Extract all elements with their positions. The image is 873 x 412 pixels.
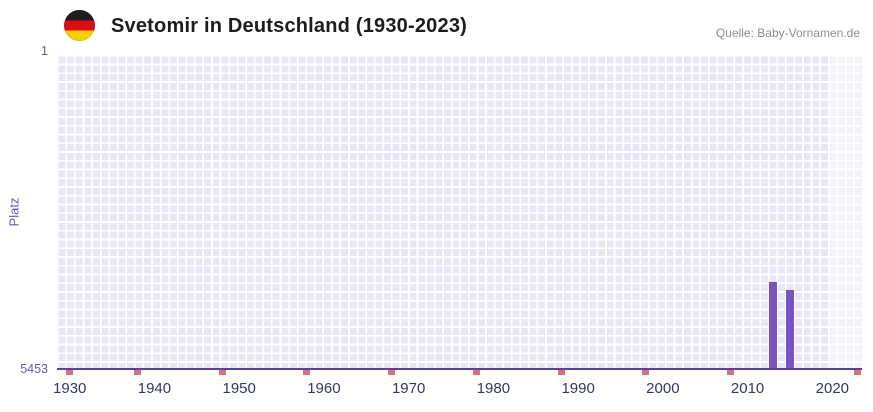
x-tick-label: 1940	[137, 380, 172, 397]
no-rank-marker	[66, 369, 74, 375]
highlight-band	[828, 55, 862, 370]
x-axis-ticks: 1930 1940 1950 1960 1970 1980 1990 2000 2010 2020	[53, 380, 862, 402]
no-rank-marker	[134, 369, 141, 375]
no-rank-marker	[727, 369, 735, 375]
x-axis-line	[57, 368, 862, 370]
chart-title: Svetomir in Deutschland (1930-2023)	[111, 15, 468, 37]
german-flag-icon	[64, 10, 95, 41]
no-rank-marker	[218, 369, 226, 375]
no-rank-marker	[472, 369, 480, 375]
no-rank-marker	[642, 369, 650, 375]
plot-area	[57, 55, 862, 375]
x-tick-label: 1930	[53, 380, 87, 397]
no-rank-marker	[303, 369, 311, 375]
x-tick-label: 2010	[730, 380, 765, 397]
y-tick-bottom: 5453	[20, 362, 48, 376]
x-tick-label: 2020	[815, 380, 850, 397]
no-rank-marker	[557, 369, 565, 375]
no-rank-marker	[854, 369, 862, 375]
y-axis-label: Platz	[6, 197, 22, 227]
source-credit: Quelle: Baby-Vornamen.de	[715, 26, 860, 40]
rank-bar[interactable]	[769, 282, 778, 368]
rank-bar[interactable]	[785, 290, 794, 368]
x-tick-label: 1990	[561, 380, 595, 397]
y-tick-top: 1	[41, 44, 48, 58]
x-tick-label: 1960	[307, 380, 341, 397]
x-tick-label: 1950	[222, 380, 256, 397]
x-tick-label: 1980	[476, 380, 511, 397]
no-rank-marker	[388, 369, 396, 375]
x-tick-label: 2000	[646, 380, 680, 397]
x-tick-label: 1970	[391, 380, 426, 397]
